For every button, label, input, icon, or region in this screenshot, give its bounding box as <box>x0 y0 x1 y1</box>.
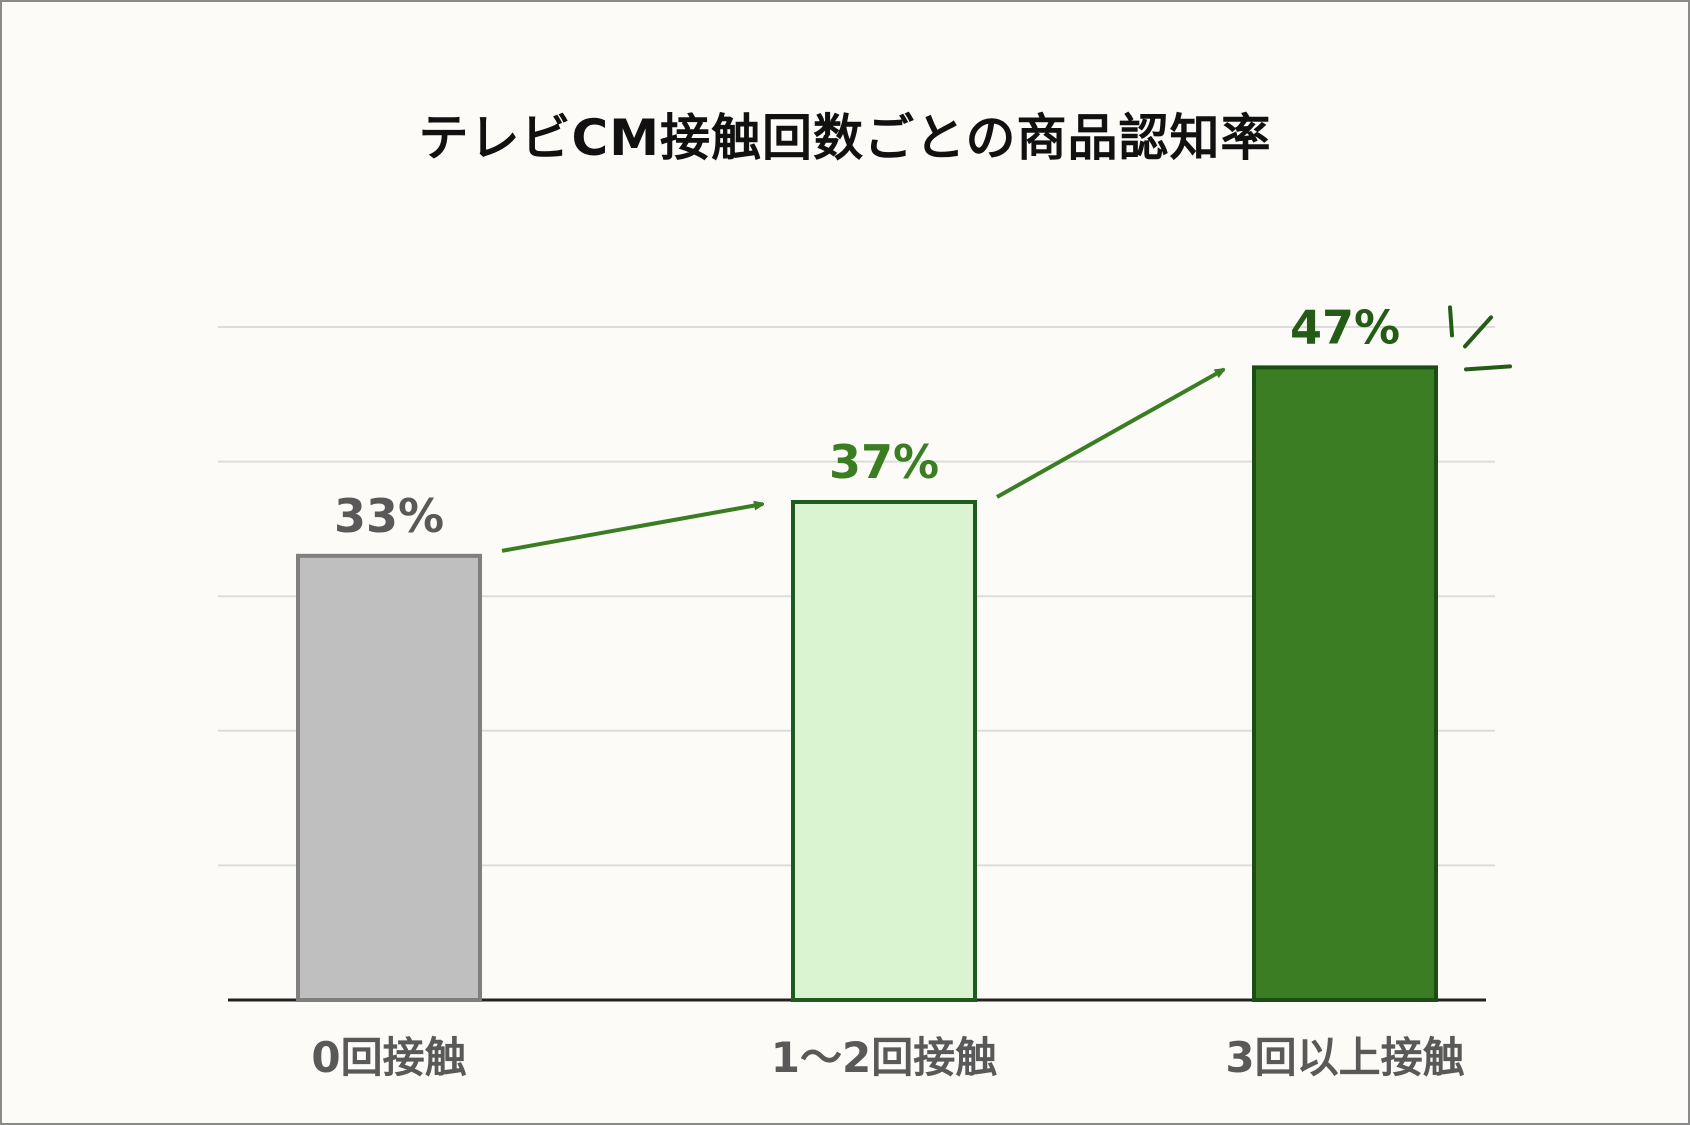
data-label: 37% <box>829 435 939 489</box>
emphasis-mark <box>1463 315 1493 349</box>
category-labels: 0回接触 1～2回接触 3回以上接触 <box>311 1033 1464 1082</box>
data-label: 47% <box>1290 300 1400 354</box>
trend-arrow <box>501 504 763 553</box>
value-labels: 33% 37% 47% <box>334 300 1400 542</box>
x-tick-label: 1～2回接触 <box>771 1033 997 1082</box>
bar <box>296 553 482 1002</box>
trend-arrows <box>501 367 1224 553</box>
data-label: 33% <box>334 489 444 543</box>
emphasis-marks <box>1448 305 1512 372</box>
emphasis-mark <box>1448 305 1454 338</box>
chart-title: テレビCM接触回数ごとの商品認知率 <box>418 109 1272 167</box>
bars <box>296 365 1438 1002</box>
x-tick-label: 3回以上接触 <box>1225 1033 1464 1082</box>
emphasis-mark <box>1464 364 1512 372</box>
bar <box>791 499 977 1002</box>
x-tick-label: 0回接触 <box>311 1033 466 1082</box>
trend-arrow <box>996 367 1224 499</box>
bar <box>1252 365 1438 1002</box>
